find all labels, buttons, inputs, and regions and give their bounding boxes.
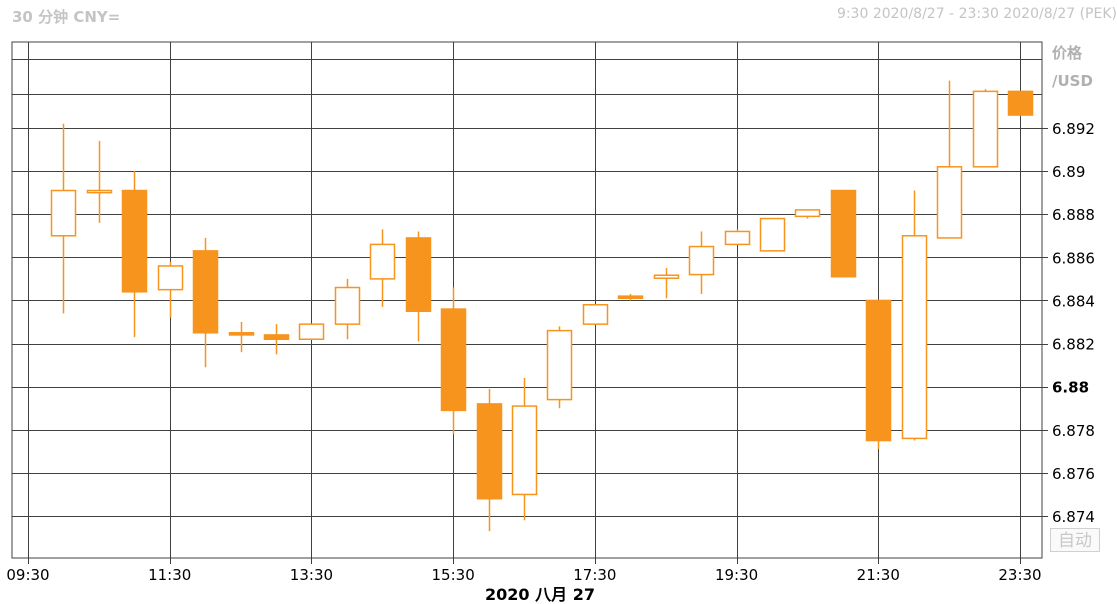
candle [511,378,538,521]
candle [936,80,963,239]
candle-body-up [759,217,786,252]
candle [688,231,715,294]
x-tick-label: 23:30 [998,566,1041,584]
candle [50,123,77,314]
x-tick-label: 17:30 [573,566,616,584]
candle-body-up [582,304,609,325]
candle-body-down [476,403,503,500]
candle-body-down [121,189,148,293]
candle-body-down [440,308,467,412]
candle-body-up [653,274,680,279]
y-tick-label: 6.884 [1052,292,1095,310]
candle [865,299,892,450]
candle [298,323,325,340]
x-tick-label: 19:30 [715,566,758,584]
candle [617,293,644,301]
y-tick-label: 6.88 [1052,379,1089,397]
y-tick-label: 6.876 [1052,465,1095,483]
candle [724,229,751,246]
candle-body-down [405,237,432,312]
candle [263,324,290,355]
candle [228,322,255,353]
candle [653,268,680,299]
x-axis-date-label: 2020 八月 27 [485,585,595,604]
candle-body-down [617,295,644,300]
candle [192,237,219,368]
candle-body-up [546,329,573,401]
y-tick-label: 6.886 [1052,249,1095,267]
time-axis: 09:30 11:30 13:30 15:30 17:30 19:30 21:30 23:30 [6,566,1041,584]
candle-body-down [830,189,857,278]
candle-body-down [192,250,219,334]
candle [794,209,821,219]
candle [157,261,184,318]
x-tick-label: 15:30 [432,566,475,584]
candle-body-down [228,332,255,336]
y-tick-label: 6.878 [1052,422,1095,440]
candle [972,89,999,168]
candle-body-up [86,189,113,194]
candle [1007,90,1034,116]
candle-body-down [263,334,290,340]
auto-scale-button[interactable]: 自动 [1050,528,1100,552]
candle-body-up [50,189,77,237]
candle [334,278,361,340]
candle [546,326,573,409]
candle-body-up [724,230,751,246]
candle [901,190,928,441]
candle-body-up [334,286,361,325]
candle-body-up [369,243,396,280]
y-tick-label: 6.89 [1052,163,1085,181]
candle-body-up [688,245,715,276]
y-tick-label: 6.892 [1052,120,1095,138]
candle [759,217,786,252]
candle [582,304,609,325]
candle [369,229,396,307]
y-axis-unit-label: 价格 [1052,44,1083,62]
x-tick-label: 21:30 [857,566,900,584]
candle-body-down [865,299,892,442]
y-tick-label: 6.874 [1052,508,1095,526]
candle [476,388,503,532]
candle-body-up [157,265,184,291]
candle-body-up [794,209,821,218]
candle-body-down [1007,90,1034,116]
candle [830,189,857,278]
candle [86,140,113,223]
price-axis: 6.874 6.876 6.878 6.88 6.882 6.884 6.886 6.888 6… [1042,120,1095,526]
candle-body-up [511,405,538,496]
candle [121,171,148,338]
candle-body-up [298,323,325,340]
candle-body-up [901,235,928,440]
chart-header-title: 30 分钟 CNY= [12,8,121,26]
chart-grid [11,41,1043,564]
candle [405,231,432,342]
y-tick-label: 6.888 [1052,206,1095,224]
candle-body-up [972,90,999,168]
candle-series [50,80,1034,532]
candle [440,287,467,435]
x-tick-label: 09:30 [6,566,49,584]
x-tick-label: 13:30 [290,566,333,584]
x-tick-label: 11:30 [148,566,191,584]
chart-time-range: 9:30 2020/8/27 - 23:30 2020/8/27 (PEK) [836,6,1117,22]
candle-body-up [936,166,963,239]
y-tick-label: 6.882 [1052,336,1095,354]
y-axis-unit-currency: /USD [1052,72,1093,90]
